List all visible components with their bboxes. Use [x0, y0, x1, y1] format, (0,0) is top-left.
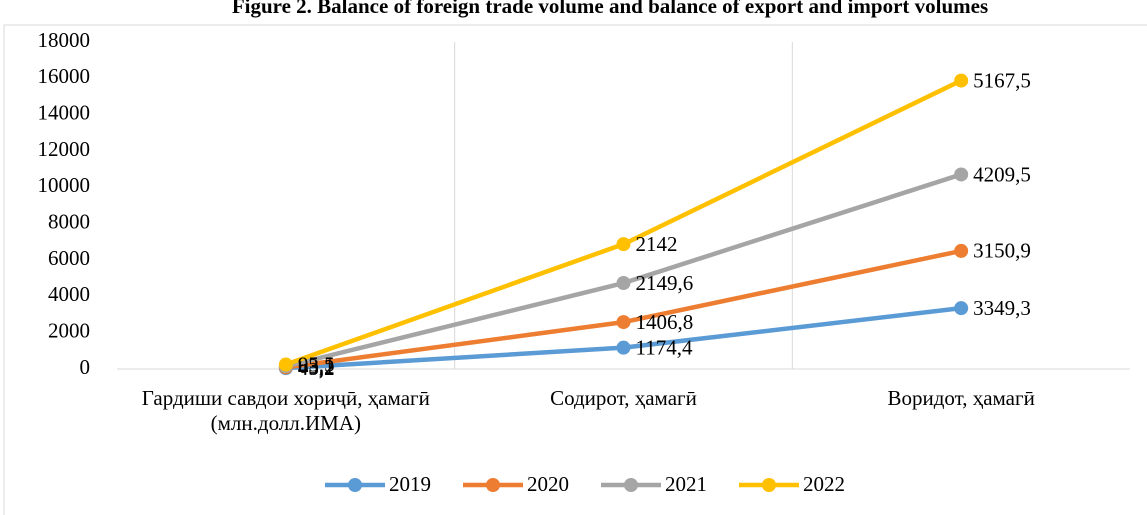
data-label: 4209,5: [973, 162, 1031, 186]
marker: [954, 167, 969, 182]
marker: [616, 340, 631, 355]
data-label: 2149,6: [636, 271, 694, 295]
y-tick-label: 18000: [38, 28, 91, 52]
x-tick-label: Гардиши савдои хориҷӣ, ҳамагӣ (млн.долл.…: [141, 386, 430, 435]
marker: [954, 243, 969, 258]
marker: [616, 237, 631, 252]
y-tick-label: 12000: [38, 137, 91, 161]
marker: [616, 276, 631, 291]
legend-label: 2022: [803, 472, 845, 496]
x-tick-label: Содирот, ҳамагӣ: [550, 386, 697, 410]
legend-label: 2021: [665, 472, 707, 496]
legend-label: 2020: [527, 472, 569, 496]
data-label: 5167,5: [973, 68, 1031, 92]
y-tick-label: 6000: [48, 246, 90, 270]
data-label: 95,5: [298, 352, 335, 376]
marker: [616, 315, 631, 330]
marker: [278, 357, 293, 372]
y-tick-label: 0: [80, 355, 91, 379]
data-label: 1174,4: [636, 335, 693, 359]
y-tick-label: 4000: [48, 282, 90, 306]
y-tick-label: 16000: [38, 64, 91, 88]
chart-border: [3, 24, 1147, 515]
data-label: 3349,3: [973, 296, 1031, 320]
legend-marker: [348, 478, 362, 492]
legend-label: 2019: [389, 472, 431, 496]
y-tick-label: 2000: [48, 318, 90, 342]
y-tick-label: 8000: [48, 209, 90, 233]
legend-marker: [486, 478, 500, 492]
legend-marker: [762, 478, 776, 492]
data-label: 3150,9: [973, 239, 1031, 263]
y-tick-label: 10000: [38, 173, 91, 197]
marker: [954, 301, 969, 316]
data-label: 2142: [636, 232, 678, 256]
marker: [954, 73, 969, 88]
chart-title: Figure 2. Balance of foreign trade volum…: [232, 0, 988, 18]
y-tick-label: 14000: [38, 100, 91, 124]
x-tick-label: Воридот, ҳамагӣ: [887, 386, 1035, 410]
legend-marker: [624, 478, 638, 492]
data-label: 1406,8: [636, 310, 694, 334]
